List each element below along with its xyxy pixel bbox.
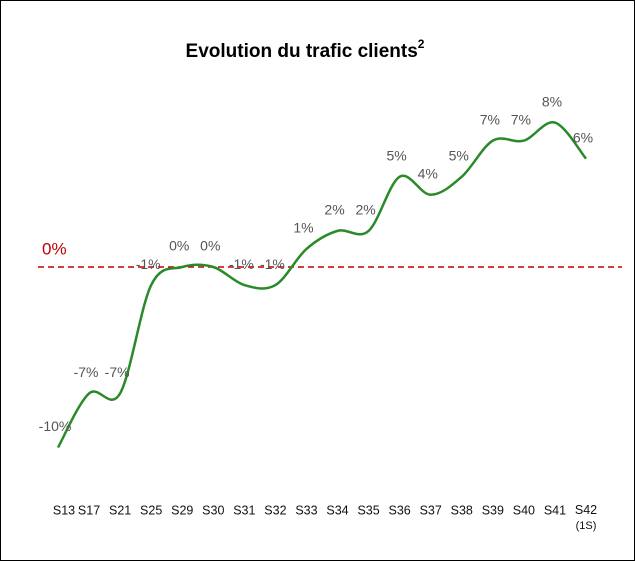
data-label: -7%	[74, 364, 99, 380]
data-label: 0%	[200, 238, 220, 254]
x-tick-label: S42 (1S)	[575, 503, 597, 532]
x-tick-label: S29	[171, 503, 193, 517]
data-label: 5%	[449, 147, 469, 163]
x-tick-label: S39	[482, 503, 504, 517]
data-label: -1%	[136, 256, 161, 272]
data-label: 7%	[480, 111, 500, 127]
chart-title: Evolution du trafic clients2	[186, 37, 425, 62]
x-tick-label: S34	[326, 503, 348, 517]
x-tick-label: S30	[202, 503, 224, 517]
data-label: -10%	[39, 418, 72, 434]
reference-label: 0%	[42, 239, 67, 258]
x-tick-label: S21	[109, 503, 131, 517]
data-label: 2%	[355, 202, 375, 218]
x-tick-label: S36	[389, 503, 411, 517]
x-tick-label: S38	[451, 503, 473, 517]
data-label: -1%	[229, 256, 254, 272]
title-text: Evolution du trafic clients	[186, 41, 418, 62]
data-label: 0%	[169, 238, 189, 254]
x-tick-label: S41	[544, 503, 566, 517]
data-label: 6%	[573, 129, 593, 145]
title-superscript: 2	[418, 37, 425, 51]
data-label: 7%	[511, 111, 531, 127]
x-tick-label: S32	[264, 503, 286, 517]
data-label: 1%	[293, 220, 313, 236]
data-label: -1%	[260, 256, 285, 272]
x-tick-label: S17	[78, 503, 100, 517]
line	[56, 121, 587, 449]
data-label: -7%	[105, 364, 130, 380]
x-tick-label: S37	[420, 503, 442, 517]
data-label: 2%	[324, 202, 344, 218]
x-tick-label: S25	[140, 503, 162, 517]
x-tick-label: S33	[295, 503, 317, 517]
x-tick-label: S40	[513, 503, 535, 517]
data-label: 5%	[387, 147, 407, 163]
x-tick-label: S13	[53, 503, 75, 517]
x-tick-label: S35	[357, 503, 379, 517]
x-tick-label: S31	[233, 503, 255, 517]
data-label: 4%	[418, 165, 438, 181]
data-label: 8%	[542, 93, 562, 109]
